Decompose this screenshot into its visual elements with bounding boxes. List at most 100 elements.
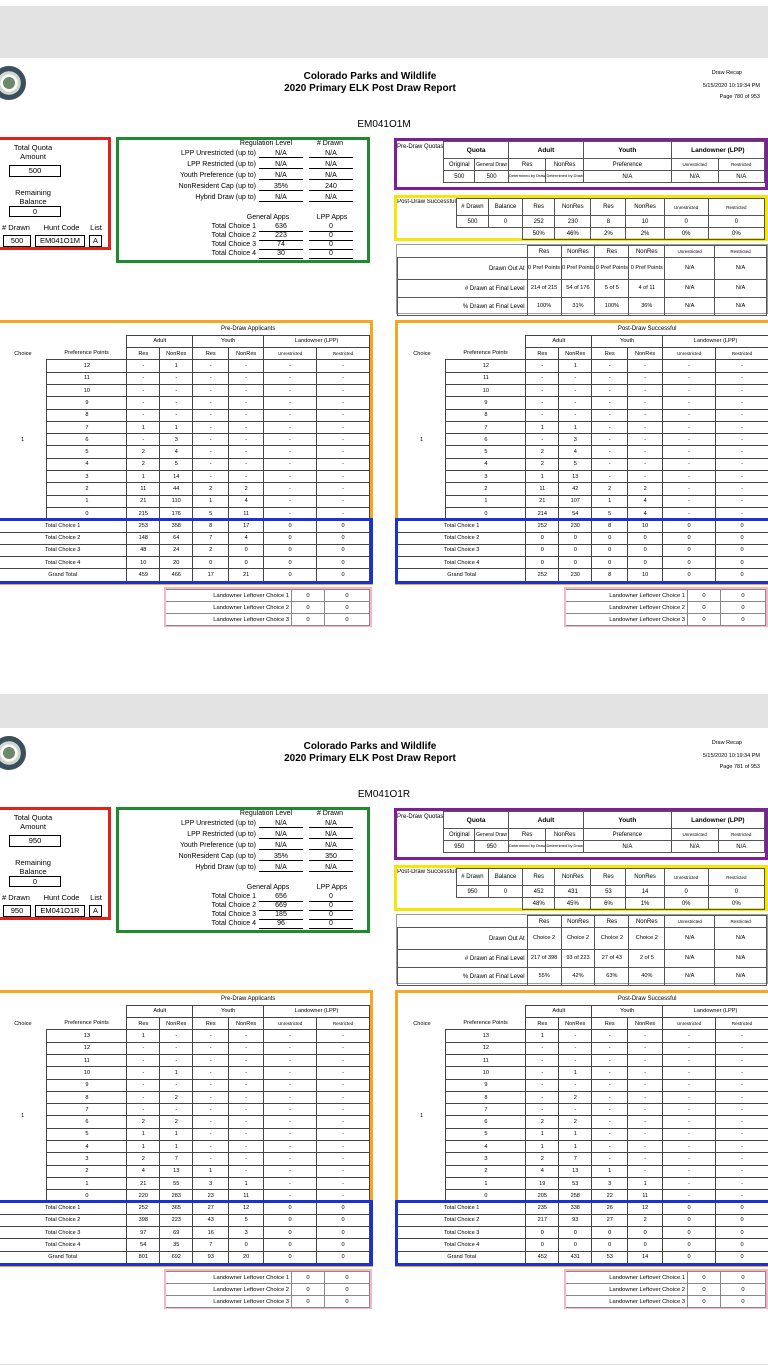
applicant-count: -: [662, 420, 717, 435]
applicant-count: 21: [126, 494, 161, 508]
leftover-label: Landowner Leftover Choice 1: [166, 589, 292, 602]
post-row2-value: 46%: [554, 227, 592, 240]
applicant-count: 1: [159, 1140, 194, 1154]
leftover-value: 0: [720, 1283, 766, 1296]
applicant-count: -: [192, 433, 230, 447]
total-value: 0: [263, 556, 318, 570]
total-row-label: Total Choice 4: [398, 556, 527, 570]
total-quota-value: 500: [9, 165, 61, 177]
applicant-count: -: [627, 396, 664, 410]
leftover-value: 0: [324, 613, 370, 626]
applicant-count: -: [715, 420, 768, 435]
regulation-row-label: Hybrid Draw (up to): [195, 864, 256, 871]
applicant-count: -: [263, 457, 318, 472]
applicant-count: -: [228, 1078, 265, 1092]
regulation-drawn-value: 350: [309, 853, 353, 861]
preference-points-value: 5: [445, 1127, 527, 1142]
preference-points-value: 11: [445, 371, 527, 385]
column-header: Unrestricted: [662, 1017, 717, 1031]
applicant-count: -: [316, 359, 370, 373]
meta-title: Draw Recap: [711, 740, 742, 746]
leftover-label: Landowner Leftover Choice 1: [566, 589, 688, 602]
quota-summary-box: Total Quota Amount 950 Remaining Balance…: [0, 807, 111, 920]
org-title: Colorado Parks and Wildlife: [303, 741, 437, 752]
post-header: Restricted: [707, 868, 766, 886]
post-header: NonRes: [625, 198, 665, 216]
applicant-count: 2: [126, 1152, 161, 1166]
landowner-leftover-table: Landowner Leftover Choice 1 0 0 Landowner L…: [566, 589, 766, 626]
total-row-label: Total Choice 4: [0, 556, 128, 570]
leftover-value: 0: [291, 613, 325, 626]
lpp-apps-value: 0: [309, 901, 353, 911]
drawn-out-header: NonRes: [628, 915, 666, 928]
post-draw-successful-box: Post-Draw Successful # Drawn Balance Res Non…: [394, 195, 768, 241]
drawn-header: # Drawn: [316, 140, 344, 147]
total-value: 0: [591, 543, 629, 558]
preference-points-value: 13: [46, 1029, 128, 1043]
applicant-count: -: [159, 396, 194, 410]
post-row1-value: 950: [455, 885, 490, 898]
column-header: Unrestricted: [263, 347, 318, 361]
general-apps-value: 636: [259, 222, 303, 232]
applicant-count: 2: [558, 1090, 593, 1105]
applicant-count: 1: [525, 1127, 560, 1142]
leftover-value: 0: [324, 1283, 370, 1296]
post-row1-value: 0: [487, 215, 524, 228]
applicant-count: -: [591, 1103, 629, 1117]
applicant-count: -: [263, 1176, 318, 1191]
applicant-count: -: [192, 470, 230, 484]
drawn-out-value: 0 Pref Points: [594, 257, 630, 280]
drawn-out-header: Res: [526, 915, 562, 928]
column-header: Res: [192, 347, 230, 361]
landowner-leftover-table: Landowner Leftover Choice 1 0 0 Landowner L…: [166, 589, 370, 626]
applicant-count: -: [192, 1103, 230, 1117]
meta-title: Draw Recap: [711, 70, 742, 76]
applicant-count: 2: [159, 1115, 194, 1129]
regulation-drawn-value: N/A: [309, 150, 353, 158]
preference-points-value: 9: [46, 396, 128, 410]
applicant-count: -: [662, 1029, 717, 1043]
applicant-count: -: [126, 1078, 161, 1092]
applicant-count: -: [192, 1066, 230, 1080]
applicant-count: -: [228, 396, 265, 410]
leftover-value: 0: [720, 1271, 766, 1284]
applicant-count: 13: [558, 470, 593, 484]
general-apps-value: 223: [259, 231, 303, 241]
leftover-label: Landowner Leftover Choice 2: [566, 601, 688, 614]
applicant-count: 4: [627, 494, 664, 508]
unrestricted-value: N/A: [670, 170, 719, 183]
applicant-count: -: [558, 371, 593, 385]
applicant-count: -: [525, 433, 560, 447]
regulation-row-label: LPP Restricted (up to): [187, 831, 256, 838]
preference-value: N/A: [582, 840, 672, 853]
applicant-count: 2: [159, 1090, 194, 1105]
drawn-out-value: N/A: [714, 967, 767, 986]
leftover-value: 0: [687, 589, 721, 602]
applicant-count: -: [591, 396, 629, 410]
applicant-count: 1: [591, 494, 629, 508]
applicant-count: -: [591, 1066, 629, 1080]
preference-points-value: 8: [46, 1090, 128, 1105]
leftover-value: 0: [291, 1271, 325, 1284]
applicant-count: -: [715, 1041, 768, 1055]
applicant-count: -: [263, 1041, 318, 1055]
regulation-drawn-value: N/A: [309, 161, 353, 169]
general-apps-value: 669: [259, 901, 303, 911]
applicant-count: -: [228, 433, 265, 447]
applicant-count: -: [126, 433, 161, 447]
applicant-count: -: [228, 1029, 265, 1043]
applicant-count: -: [126, 1103, 161, 1117]
cpw-logo-icon: [0, 66, 26, 100]
column-header: Res: [126, 1017, 161, 1031]
applicant-count: -: [316, 1164, 370, 1178]
applicant-count: -: [525, 408, 560, 422]
total-value: 0: [263, 568, 318, 582]
general-draw-value: 500: [474, 170, 509, 183]
applicant-count: -: [263, 383, 318, 398]
adult-group-header: Adult: [126, 1004, 194, 1019]
youth-group-header: Youth: [582, 141, 672, 159]
drawn-out-header: Res: [594, 915, 630, 928]
applicant-count: -: [228, 457, 265, 472]
applicant-count: -: [715, 1152, 768, 1166]
column-header: Res: [591, 347, 629, 361]
